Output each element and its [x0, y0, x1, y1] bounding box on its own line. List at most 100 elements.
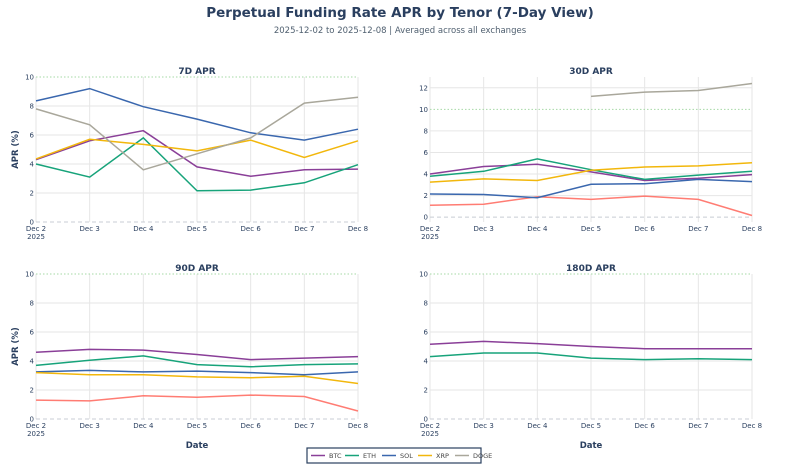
y-axis-label: APR (%) [11, 327, 21, 366]
series-line-unlabeled [35, 394, 359, 412]
panel-title: 7D APR [178, 67, 215, 77]
y-tick-label: 4 [30, 358, 35, 366]
series-line-unlabeled [429, 195, 753, 217]
x-tick-label: Dec 5 [187, 422, 207, 430]
x-year-label: 2025 [421, 233, 439, 241]
legend-item-eth[interactable]: ETH [345, 452, 376, 460]
series-line-eth [35, 136, 359, 192]
y-tick-label: 2 [424, 387, 428, 395]
series-line-sol [35, 87, 359, 141]
x-tick-label: Dec 3 [80, 225, 100, 233]
x-year-label: 2025 [421, 430, 439, 438]
x-tick-label: Dec 6 [635, 225, 656, 233]
series-line-btc [35, 348, 359, 361]
y-tick-label: 4 [424, 171, 429, 179]
panel-180d-apr: 180D APR Dec 2 Dec 3 Dec 4 Dec 5 Dec 6 Dec 7 De… [419, 264, 762, 451]
y-tick-label: 6 [424, 329, 429, 337]
panel-7d-apr: 7D APR Dec 2 Dec 3 Dec 4 Dec 5 Dec 6 Dec 7 Dec … [11, 67, 368, 241]
series-line-sol [429, 178, 753, 199]
series-line-sol [35, 369, 359, 376]
y-axis-label: APR (%) [11, 130, 21, 169]
series-line-doge [590, 82, 753, 98]
x-tick-label: Dec 5 [581, 422, 601, 430]
x-tick-label: Dec 7 [294, 225, 314, 233]
series-line-doge [35, 96, 359, 171]
y-tick-label: 0 [30, 416, 34, 424]
legend-label: SOL [400, 452, 413, 460]
series-line-xrp [35, 371, 359, 385]
y-tick-label: 12 [419, 84, 428, 92]
series-line-xrp [35, 138, 359, 160]
y-tick-label: 2 [30, 387, 34, 395]
x-tick-label: Dec 3 [474, 422, 494, 430]
legend-item-btc[interactable]: BTC [311, 452, 342, 460]
panel-90d-apr: 90D APR Dec 2 Dec 3 Dec 4 Dec 5 Dec 6 Dec 7 Dec… [11, 264, 368, 451]
series-line-btc [429, 340, 752, 350]
panel-title: 90D APR [175, 264, 219, 274]
legend-label: XRP [436, 452, 449, 460]
x-tick-label: Dec 3 [80, 422, 100, 430]
x-year-label: 2025 [27, 430, 45, 438]
y-tick-label: 6 [424, 149, 429, 157]
y-tick-label: 10 [419, 271, 428, 279]
x-tick-label: Dec 2 [26, 422, 46, 430]
y-tick-label: 4 [30, 161, 35, 169]
legend[interactable]: BTC ETH SOL XRP DOGE [306, 447, 492, 464]
y-tick-label: 0 [424, 416, 428, 424]
x-tick-label: Dec 8 [742, 422, 762, 430]
x-tick-label: Dec 2 [26, 225, 46, 233]
y-tick-label: 0 [30, 219, 34, 227]
y-tick-label: 8 [424, 300, 428, 308]
x-tick-label: Dec 4 [133, 225, 154, 233]
x-tick-label: Dec 6 [241, 422, 262, 430]
legend-label: DOGE [473, 452, 492, 460]
legend-item-sol[interactable]: SOL [382, 452, 413, 460]
x-tick-label: Dec 7 [294, 422, 314, 430]
x-tick-label: Dec 5 [581, 225, 601, 233]
y-tick-label: 2 [30, 190, 34, 198]
series-line-eth [429, 352, 753, 361]
x-year-label: 2025 [27, 233, 45, 241]
x-tick-label: Dec 8 [348, 225, 368, 233]
chart-title: Perpetual Funding Rate APR by Tenor (7-D… [206, 5, 594, 21]
x-tick-label: Dec 4 [133, 422, 154, 430]
chart-subtitle: 2025-12-02 to 2025-12-08 | Averaged acro… [274, 26, 527, 36]
x-tick-label: Dec 6 [241, 225, 262, 233]
legend-label: ETH [363, 452, 376, 460]
y-tick-label: 8 [30, 103, 34, 111]
y-tick-label: 8 [424, 127, 428, 135]
series-line-btc [35, 129, 359, 178]
x-tick-label: Dec 3 [474, 225, 494, 233]
y-tick-label: 0 [424, 214, 428, 222]
x-tick-label: Dec 5 [187, 225, 207, 233]
legend-label: BTC [329, 452, 342, 460]
x-tick-label: Dec 4 [527, 422, 548, 430]
x-tick-label: Dec 4 [527, 225, 548, 233]
legend-item-doge[interactable]: DOGE [455, 452, 492, 460]
panel-title: 30D APR [569, 67, 613, 77]
x-tick-label: Dec 2 [420, 225, 440, 233]
y-tick-label: 2 [424, 192, 428, 200]
panel-30d-apr: 30D APR Dec 2 Dec 3 Dec 4 Dec 5 Dec 6 Dec 7 Dec… [419, 67, 762, 241]
y-tick-label: 6 [30, 329, 35, 337]
y-tick-label: 10 [25, 74, 34, 82]
x-axis-label: Date [186, 441, 209, 451]
y-tick-label: 4 [424, 358, 429, 366]
y-tick-label: 10 [419, 106, 428, 114]
series-line-btc [429, 163, 753, 182]
y-tick-label: 6 [30, 132, 35, 140]
y-tick-label: 8 [30, 300, 34, 308]
x-axis-label: Date [580, 441, 603, 451]
series-line-xrp [429, 161, 753, 183]
x-tick-label: Dec 2 [420, 422, 440, 430]
x-tick-label: Dec 8 [348, 422, 368, 430]
y-tick-label: 10 [25, 271, 34, 279]
x-tick-label: Dec 6 [635, 422, 656, 430]
panel-title: 180D APR [566, 264, 616, 274]
x-tick-label: Dec 7 [688, 422, 708, 430]
legend-item-xrp[interactable]: XRP [418, 452, 449, 460]
x-tick-label: Dec 7 [688, 225, 708, 233]
x-tick-label: Dec 8 [742, 225, 762, 233]
